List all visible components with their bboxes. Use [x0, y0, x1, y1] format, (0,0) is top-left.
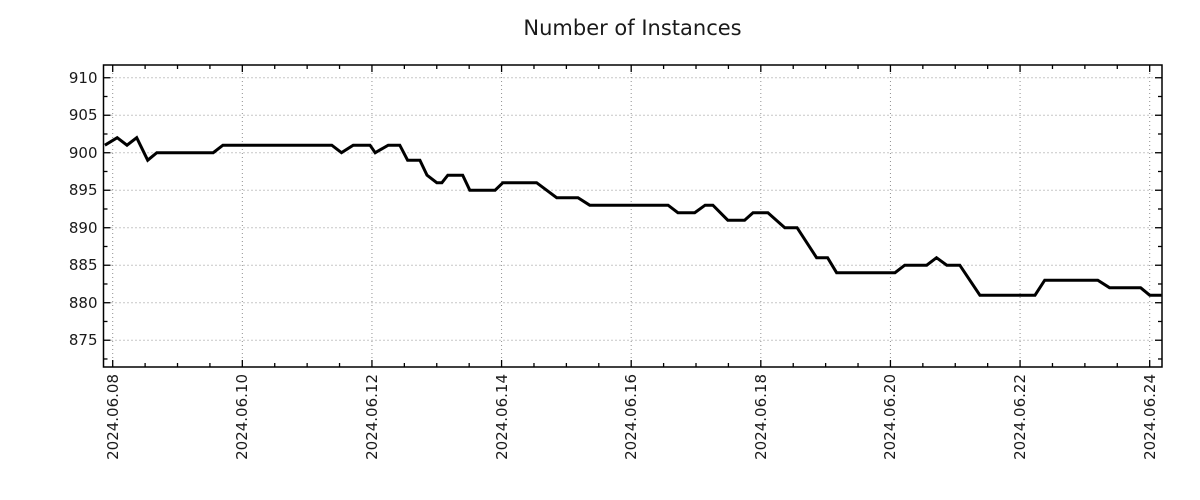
x-tick-label: 2024.06.12: [362, 374, 381, 460]
y-tick-label: 875: [68, 331, 98, 350]
series-line: [104, 135, 1162, 297]
x-tick-label: 2024.06.18: [751, 374, 770, 460]
chart-title: Number of Instances: [523, 16, 742, 40]
x-tick-label: 2024.06.22: [1011, 374, 1030, 460]
y-tick-label: 885: [68, 256, 98, 275]
y-tick-label: 910: [68, 68, 98, 87]
x-tick-label: 2024.06.08: [103, 374, 122, 460]
x-tick-label: 2024.06.24: [1140, 374, 1159, 460]
plot-border: [102, 64, 1163, 368]
y-tick-label: 905: [68, 106, 98, 125]
x-tick-label: 2024.06.14: [492, 374, 511, 460]
y-tick-label: 895: [68, 181, 98, 200]
x-tick-label: 2024.06.16: [622, 374, 641, 460]
y-tick-label: 900: [68, 143, 98, 162]
y-tick-label: 890: [68, 218, 98, 237]
y-tick-label: 880: [68, 293, 98, 312]
x-tick-label: 2024.06.10: [233, 374, 252, 460]
x-tick-label: 2024.06.20: [881, 374, 900, 460]
